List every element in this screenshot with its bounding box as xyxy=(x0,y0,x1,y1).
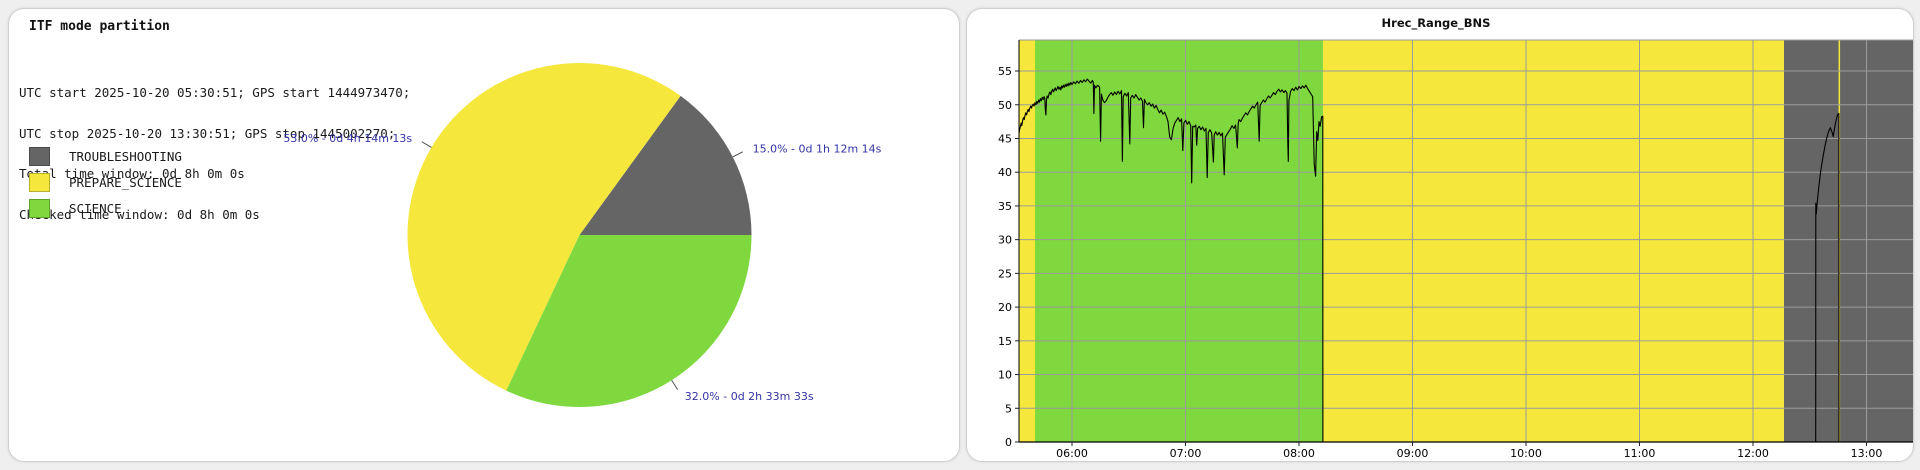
y-tick-label-5: 5 xyxy=(1005,402,1012,415)
x-tick-label-11:00: 11:00 xyxy=(1624,447,1656,460)
mode-band-troubleshooting xyxy=(1783,40,1913,442)
y-tick-label-10: 10 xyxy=(998,369,1012,382)
y-tick-label-30: 30 xyxy=(998,234,1012,247)
pie-slice-science xyxy=(506,235,752,408)
y-tick-label-55: 55 xyxy=(998,65,1012,78)
x-tick-label-09:00: 09:00 xyxy=(1397,447,1429,460)
legend-label: PREPARE_SCIENCE xyxy=(69,175,182,190)
y-tick-label-35: 35 xyxy=(998,200,1012,213)
pie-panel-title: ITF mode partition xyxy=(29,19,170,34)
mode-legend: TROUBLESHOOTING PREPARE_SCIENCE SCIENCE xyxy=(29,147,182,225)
pie-annotation-leader xyxy=(732,151,743,158)
legend-swatch-prepare_science xyxy=(29,173,50,192)
pie-annotation-leader xyxy=(671,379,679,390)
pie-slice-prepare_science xyxy=(407,63,681,391)
y-tick-label-15: 15 xyxy=(998,335,1012,348)
pie-annotation-science: 32.0% - 0d 2h 33m 33s xyxy=(685,390,814,403)
legend-label: TROUBLESHOOTING xyxy=(69,149,182,164)
x-tick-label-10:00: 10:00 xyxy=(1510,447,1542,460)
hrec-range-bns-panel: Hrec_Range_BNS 0 5 10 15 20 25 30 35 40 45 50 55 06:… xyxy=(966,8,1914,462)
legend-item-prepare_science: PREPARE_SCIENCE xyxy=(29,173,182,192)
legend-label: SCIENCE xyxy=(69,201,122,216)
x-tick-label-07:00: 07:00 xyxy=(1170,447,1202,460)
itf-mode-partition-panel: ITF mode partition UTC start 2025-10-20 … xyxy=(8,8,960,462)
y-tick-label-45: 45 xyxy=(998,132,1012,145)
y-tick-label-40: 40 xyxy=(998,166,1012,179)
plot-area xyxy=(1019,40,1913,442)
time-window-info: UTC start 2025-10-20 05:30:51; GPS start… xyxy=(19,59,410,248)
y-tick-label-50: 50 xyxy=(998,99,1012,112)
x-tick-label-06:00: 06:00 xyxy=(1056,447,1088,460)
y-tick-label-0: 0 xyxy=(1005,436,1012,449)
pie-annotation-prepare_science: 53.0% - 0d 4h 14m 13s xyxy=(283,132,412,145)
legend-item-troubleshooting: TROUBLESHOOTING xyxy=(29,147,182,166)
utc-start-line: UTC start 2025-10-20 05:30:51; GPS start… xyxy=(19,85,411,100)
mode-band-prepare_science xyxy=(1322,40,1784,442)
y-tick-label-20: 20 xyxy=(998,301,1012,314)
mode-band-science xyxy=(1034,40,1323,442)
utc-stop-line: UTC stop 2025-10-20 13:30:51; GPS stop 1… xyxy=(19,125,396,141)
timeseries-title: Hrec_Range_BNS xyxy=(1381,16,1491,30)
legend-item-science: SCIENCE xyxy=(29,199,182,218)
pie-annotation-troubleshooting: 15.0% - 0d 1h 12m 14s xyxy=(753,142,882,155)
legend-swatch-troubleshooting xyxy=(29,147,50,166)
x-tick-label-13:00: 13:00 xyxy=(1851,447,1883,460)
legend-swatch-science xyxy=(29,199,50,218)
mode-band-prepare_science xyxy=(1019,40,1035,442)
pie-slice-troubleshooting xyxy=(579,95,752,235)
pie-annotation-leader xyxy=(421,141,432,148)
x-tick-label-08:00: 08:00 xyxy=(1283,447,1315,460)
timeseries-chart: 0 5 10 15 20 25 30 35 40 45 50 55 06:00 07:00 08:00 09:… xyxy=(998,39,1913,460)
pie-chart: 15.0% - 0d 1h 12m 14s 53.0% - 0d 4h 14m 1… xyxy=(283,63,882,408)
total-time-window-line: Total time window: 0d 8h 0m 0s xyxy=(19,166,245,181)
x-tick-label-12:00: 12:00 xyxy=(1737,447,1769,460)
y-tick-label-25: 25 xyxy=(998,267,1012,280)
range-line-hrec_range_bns xyxy=(1019,78,1913,442)
